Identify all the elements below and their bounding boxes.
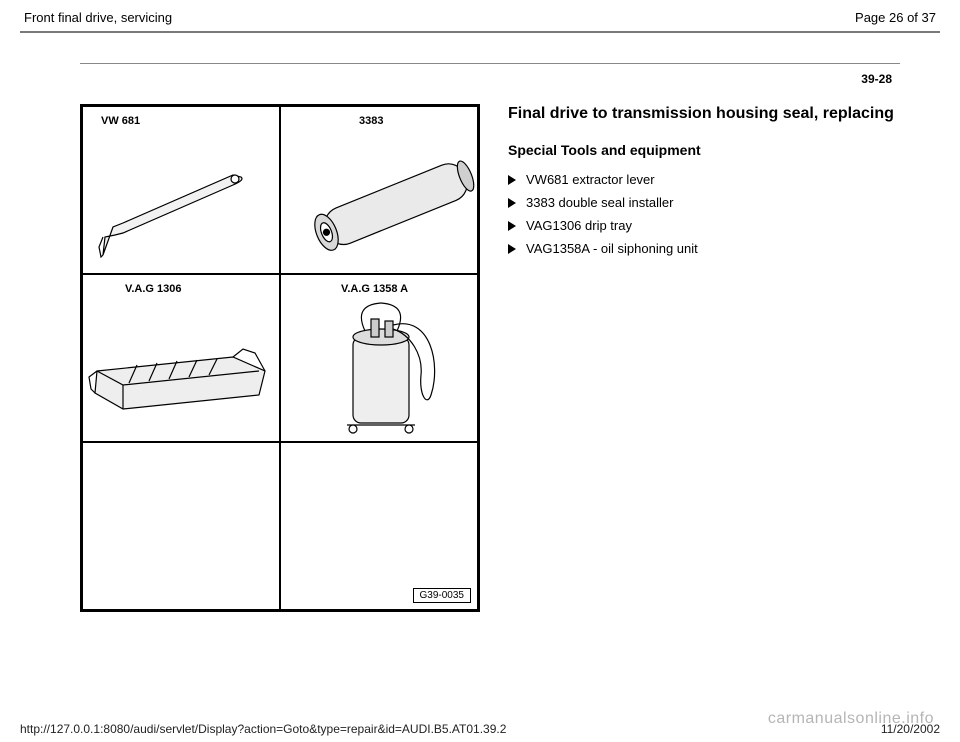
page-root: Front final drive, servicing Page 26 of … — [0, 0, 960, 742]
doc-title: Front final drive, servicing — [24, 10, 172, 25]
print-footer: http://127.0.0.1:8080/audi/servlet/Displ… — [20, 722, 940, 736]
figure-cell-empty-2: G39-0035 — [280, 442, 478, 610]
header-rule — [20, 31, 940, 33]
figure-grid: VW 681 3383 — [82, 106, 478, 610]
figure-cell-vag1358a: V.A.G 1358 A — [280, 274, 478, 442]
tool-list: VW681 extractor lever 3383 double seal i… — [508, 172, 900, 256]
section-rule — [80, 63, 900, 64]
tool-item: VAG1306 drip tray — [508, 218, 900, 233]
label-vag1306: V.A.G 1306 — [125, 283, 181, 295]
content-area: 39-28 VW 681 — [20, 43, 940, 612]
footer-date: 11/20/2002 — [881, 722, 940, 736]
drawing-3383 — [281, 107, 478, 274]
drawing-vw681 — [83, 107, 280, 274]
page-number: Page 26 of 37 — [855, 10, 936, 25]
two-column-layout: VW 681 3383 — [80, 104, 900, 612]
label-vw681: VW 681 — [101, 115, 140, 127]
tool-item: 3383 double seal installer — [508, 195, 900, 210]
figure-column: VW 681 3383 — [80, 104, 480, 612]
figure-code-box: G39-0035 — [413, 588, 471, 603]
drawing-vag1358a — [281, 275, 478, 442]
figure-frame: VW 681 3383 — [80, 104, 480, 612]
label-vag1358a: V.A.G 1358 A — [341, 283, 408, 295]
figure-cell-empty-1 — [82, 442, 280, 610]
label-3383: 3383 — [359, 115, 383, 127]
figure-cell-vw681: VW 681 — [82, 106, 280, 274]
text-column: Final drive to transmission housing seal… — [508, 104, 900, 612]
drawing-vag1306 — [83, 275, 280, 442]
section-code: 39-28 — [80, 72, 900, 86]
tool-item: VAG1358A - oil siphoning unit — [508, 241, 900, 256]
section-subheading: Special Tools and equipment — [508, 142, 900, 158]
footer-url: http://127.0.0.1:8080/audi/servlet/Displ… — [20, 722, 506, 736]
figure-cell-vag1306: V.A.G 1306 — [82, 274, 280, 442]
tool-item: VW681 extractor lever — [508, 172, 900, 187]
section-heading: Final drive to transmission housing seal… — [508, 104, 900, 124]
print-header: Front final drive, servicing Page 26 of … — [20, 10, 940, 31]
figure-cell-3383: 3383 — [280, 106, 478, 274]
